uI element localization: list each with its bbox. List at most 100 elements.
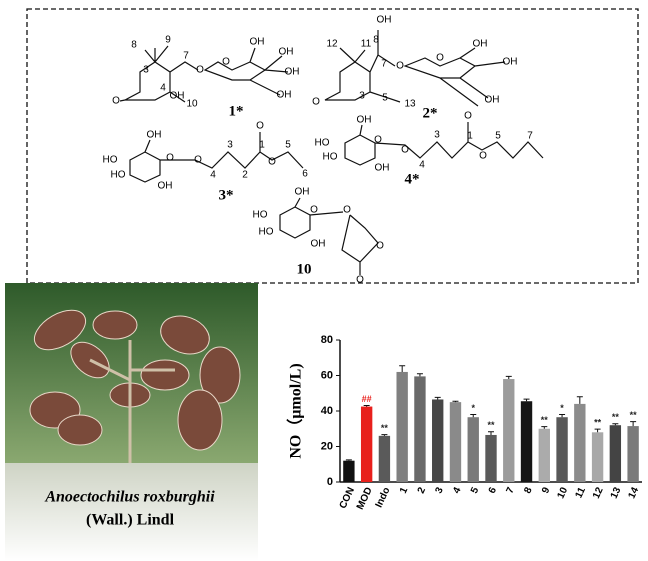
atom-label: 1 — [467, 131, 473, 142]
atom-label: HO — [253, 210, 268, 221]
significance-mark: ** — [381, 423, 389, 433]
atom-label: 7 — [381, 59, 387, 70]
atom-label: O — [356, 275, 364, 286]
significance-mark: ** — [612, 412, 620, 422]
bar — [360, 406, 373, 482]
significance-mark: ** — [630, 410, 638, 420]
bar — [485, 434, 497, 482]
atom-label: 1 — [259, 140, 265, 151]
atom-label: OH — [147, 130, 162, 141]
bar — [343, 460, 355, 482]
bar — [396, 371, 408, 482]
atom-label: OH — [311, 239, 326, 250]
atom-label: OH — [250, 37, 265, 48]
compound-number: 10 — [297, 261, 312, 277]
atom-label: HO — [315, 138, 330, 149]
error-bar — [434, 396, 441, 400]
compound-number: 4* — [405, 171, 420, 187]
atom-label: OH — [473, 39, 488, 50]
x-tick-label: 2 — [416, 485, 429, 495]
x-tick-label: 14 — [627, 485, 642, 500]
atom-label: 4 — [419, 160, 425, 171]
atom-label: O — [222, 57, 230, 68]
x-tick-label: 11 — [573, 485, 588, 500]
bar — [503, 379, 515, 482]
x-tick-label: 5 — [469, 485, 482, 495]
atom-label: 13 — [404, 99, 416, 110]
atom-label: OH — [277, 90, 292, 101]
atom-label: OH — [357, 115, 372, 126]
y-axis-label: NO（μmol/L) — [287, 363, 305, 458]
atom-label: OH — [170, 91, 185, 102]
leaves — [29, 309, 241, 463]
bonds — [119, 30, 544, 275]
x-tick-label: 6 — [487, 485, 500, 495]
atom-label: O — [310, 205, 318, 216]
error-bar — [541, 426, 548, 429]
error-bar — [594, 428, 601, 433]
atom-label: O — [166, 153, 174, 164]
species-authority: (Wall.) Lindl — [86, 512, 175, 529]
error-bar — [576, 396, 583, 404]
atom-label: O — [196, 65, 204, 76]
x-tick-label: Indo — [374, 486, 393, 510]
x-tick-label: 4 — [451, 485, 464, 495]
error-bar — [612, 423, 619, 426]
significance-mark: ## — [362, 394, 372, 404]
error-bar — [399, 365, 406, 372]
y-tick-label: 40 — [321, 405, 333, 417]
species-name: Anoectochilus roxburghii — [44, 489, 215, 506]
bar — [414, 376, 426, 482]
compound-number: 3* — [219, 187, 234, 203]
atom-label: O — [396, 61, 404, 72]
atom-label: 4 — [160, 83, 166, 94]
error-bar — [345, 459, 352, 461]
atom-label: OH — [295, 187, 310, 198]
atom-label: OH — [158, 181, 173, 192]
error-bar — [381, 434, 388, 436]
atom-label: OH — [485, 95, 500, 106]
y-tick-label: 60 — [321, 369, 333, 381]
atom-label: 4 — [210, 170, 216, 181]
atom-label: 5 — [495, 131, 501, 142]
bar — [574, 403, 586, 482]
bar — [432, 399, 444, 482]
photo-reflection — [5, 463, 258, 561]
atom-label: O — [436, 53, 444, 64]
atom-label: HO — [323, 152, 338, 163]
bar — [538, 428, 550, 482]
atom-label: 10 — [186, 99, 198, 110]
y-tick-label: 80 — [321, 334, 333, 346]
significance-mark: ** — [594, 417, 602, 427]
atom-label: O — [194, 155, 202, 166]
atom-label: 12 — [326, 39, 338, 50]
error-bar — [505, 375, 512, 380]
bar — [609, 425, 622, 482]
error-bar — [416, 373, 423, 377]
atom-label: O — [376, 241, 384, 252]
atom-label: 11 — [361, 39, 372, 50]
atom-label: HO — [111, 170, 126, 181]
atom-label: 8 — [131, 40, 137, 51]
atom-label: 8 — [373, 35, 379, 46]
error-bar — [363, 404, 370, 407]
significance-mark: ** — [541, 415, 549, 425]
y-tick-label: 0 — [327, 476, 333, 488]
atom-label: OH — [375, 163, 390, 174]
bar — [378, 435, 391, 482]
atom-label: 9 — [165, 35, 171, 46]
atom-label: 3 — [143, 65, 149, 76]
significance-mark: * — [471, 403, 475, 413]
atom-label: O — [112, 96, 120, 107]
x-tick-label: 8 — [522, 485, 535, 495]
atom-label: O — [464, 111, 472, 122]
significance-mark: ** — [487, 420, 495, 430]
error-bar — [452, 400, 459, 403]
atom-label: HO — [103, 155, 118, 166]
atom-label: OH — [503, 57, 518, 68]
atom-label: 2 — [242, 170, 248, 181]
atom-label: O — [312, 97, 320, 108]
